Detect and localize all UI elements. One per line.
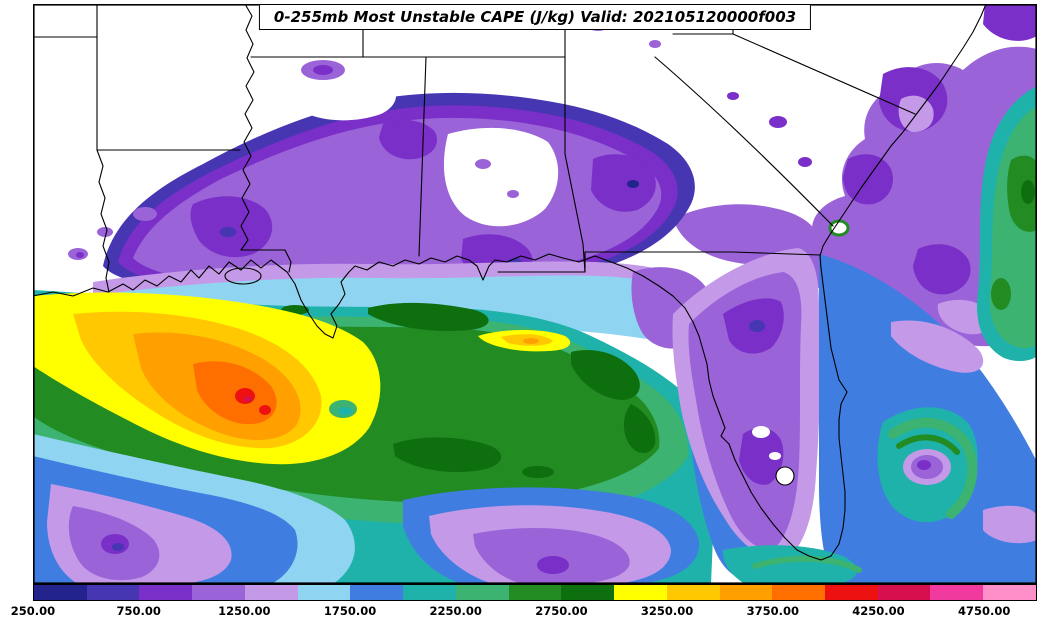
colorbar-tick-label: 1750.00: [323, 604, 377, 618]
colorbar-tick-label: 4250.00: [852, 604, 905, 618]
cape-filled-contours: [33, 4, 1037, 584]
colorbar: [33, 584, 1037, 601]
colorbar-tick-label: 250.00: [10, 604, 56, 618]
map-title-box: 0-255mb Most Unstable CAPE (J/kg) Valid:…: [258, 4, 812, 30]
colorbar-segment: [350, 585, 404, 600]
colorbar-segment: [455, 585, 509, 600]
colorbar-segment: [403, 585, 456, 600]
colorbar-segment: [614, 585, 667, 600]
lake-okeechobee: [775, 466, 795, 486]
colorbar-segment: [719, 585, 773, 600]
coastline: [33, 4, 987, 561]
colorbar-tick-label: 2250.00: [429, 604, 482, 618]
lake-pontchartrain: [224, 267, 262, 285]
colorbar-segment: [772, 585, 826, 600]
colorbar-segment: [930, 585, 984, 600]
colorbar-segment: [86, 585, 140, 600]
cape-field-map: [33, 4, 1037, 584]
colorbar-tick-labels: 250.00 750.00 1250.00 1750.00 2250.00 2750.00…: [11, 604, 1037, 620]
colorbar-segment: [561, 585, 615, 600]
colorbar-segment: [139, 585, 193, 600]
colorbar-segment: [877, 585, 931, 600]
colorbar-segment: [666, 585, 720, 600]
colorbar-tick-label: 2750.00: [535, 604, 588, 618]
colorbar-segment: [825, 585, 878, 600]
colorbar-tick-label: 4750.00: [957, 604, 1011, 618]
colorbar-tick-label: 3750.00: [746, 604, 799, 618]
colorbar-tick-label: 750.00: [116, 604, 161, 618]
colorbar-segment: [34, 585, 87, 600]
map-title: 0-255mb Most Unstable CAPE (J/kg) Valid:…: [273, 8, 797, 26]
colorbar-tick-label: 3250.00: [640, 604, 694, 618]
colorbar-tick-label: 1250.00: [218, 604, 271, 618]
colorbar-segment: [244, 585, 298, 600]
colorbar-segment: [192, 585, 245, 600]
colorbar-segment: [983, 585, 1036, 600]
colorbar-segment: [297, 585, 351, 600]
colorbar-segment: [508, 585, 562, 600]
